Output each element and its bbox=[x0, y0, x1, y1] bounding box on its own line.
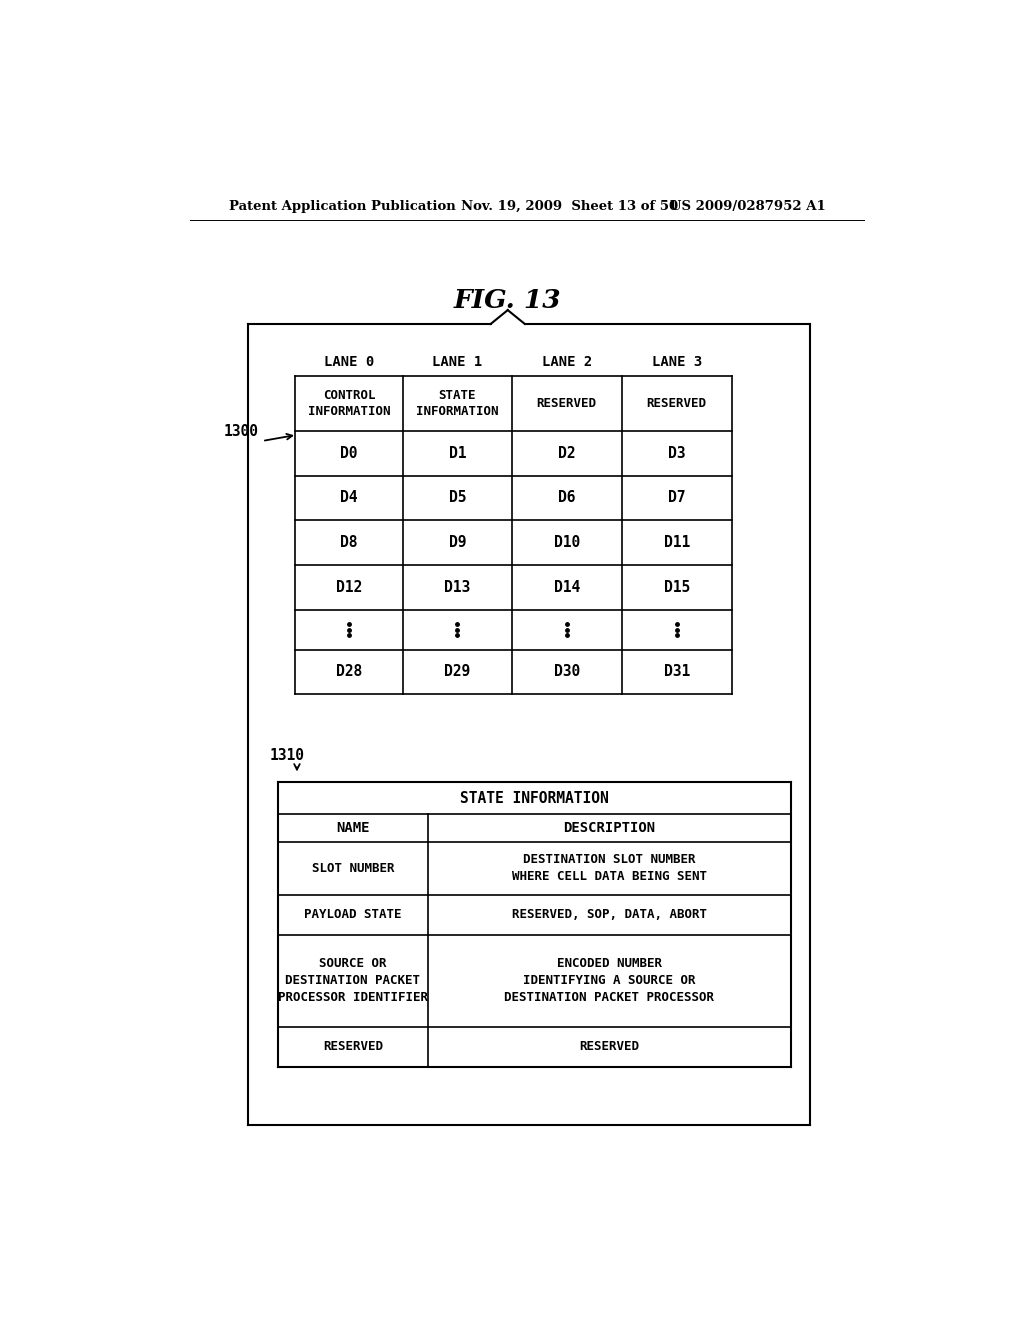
Text: D7: D7 bbox=[668, 491, 685, 506]
Text: FIG. 13: FIG. 13 bbox=[454, 288, 561, 313]
Text: 1310: 1310 bbox=[270, 747, 305, 763]
Text: CONTROL
INFORMATION: CONTROL INFORMATION bbox=[307, 389, 390, 417]
Text: RESERVED: RESERVED bbox=[323, 1040, 383, 1053]
Text: D14: D14 bbox=[554, 579, 580, 595]
Text: D28: D28 bbox=[336, 664, 362, 680]
Text: RESERVED: RESERVED bbox=[580, 1040, 639, 1053]
Text: RESERVED: RESERVED bbox=[537, 397, 597, 409]
Text: SOURCE OR
DESTINATION PACKET
PROCESSOR IDENTIFIER: SOURCE OR DESTINATION PACKET PROCESSOR I… bbox=[278, 957, 428, 1005]
Text: D2: D2 bbox=[558, 446, 575, 461]
Text: D10: D10 bbox=[554, 535, 580, 550]
Text: RESERVED: RESERVED bbox=[647, 397, 707, 409]
Text: LANE 1: LANE 1 bbox=[432, 355, 482, 370]
Text: D6: D6 bbox=[558, 491, 575, 506]
Text: D9: D9 bbox=[449, 535, 466, 550]
Text: US 2009/0287952 A1: US 2009/0287952 A1 bbox=[671, 199, 826, 213]
Text: D4: D4 bbox=[340, 491, 357, 506]
Text: D29: D29 bbox=[444, 664, 470, 680]
Text: D3: D3 bbox=[668, 446, 685, 461]
Text: D8: D8 bbox=[340, 535, 357, 550]
Text: LANE 0: LANE 0 bbox=[324, 355, 374, 370]
Text: SLOT NUMBER: SLOT NUMBER bbox=[311, 862, 394, 875]
Text: STATE
INFORMATION: STATE INFORMATION bbox=[416, 389, 499, 417]
Text: D11: D11 bbox=[664, 535, 690, 550]
Text: DESCRIPTION: DESCRIPTION bbox=[563, 821, 655, 836]
Text: 1300: 1300 bbox=[223, 424, 258, 440]
Text: RESERVED, SOP, DATA, ABORT: RESERVED, SOP, DATA, ABORT bbox=[512, 908, 707, 921]
Text: DESTINATION SLOT NUMBER
WHERE CELL DATA BEING SENT: DESTINATION SLOT NUMBER WHERE CELL DATA … bbox=[512, 853, 707, 883]
Text: NAME: NAME bbox=[336, 821, 370, 836]
Text: D30: D30 bbox=[554, 664, 580, 680]
Text: LANE 2: LANE 2 bbox=[542, 355, 592, 370]
Text: ENCODED NUMBER
IDENTIFYING A SOURCE OR
DESTINATION PACKET PROCESSOR: ENCODED NUMBER IDENTIFYING A SOURCE OR D… bbox=[504, 957, 715, 1005]
Text: D0: D0 bbox=[340, 446, 357, 461]
Text: D15: D15 bbox=[664, 579, 690, 595]
Text: D5: D5 bbox=[449, 491, 466, 506]
Text: Nov. 19, 2009  Sheet 13 of 50: Nov. 19, 2009 Sheet 13 of 50 bbox=[461, 199, 678, 213]
Text: D12: D12 bbox=[336, 579, 362, 595]
Text: D13: D13 bbox=[444, 579, 470, 595]
Text: LANE 3: LANE 3 bbox=[651, 355, 701, 370]
Text: PAYLOAD STATE: PAYLOAD STATE bbox=[304, 908, 401, 921]
Text: D1: D1 bbox=[449, 446, 466, 461]
Text: STATE INFORMATION: STATE INFORMATION bbox=[460, 791, 608, 805]
Text: D31: D31 bbox=[664, 664, 690, 680]
Text: Patent Application Publication: Patent Application Publication bbox=[228, 199, 456, 213]
